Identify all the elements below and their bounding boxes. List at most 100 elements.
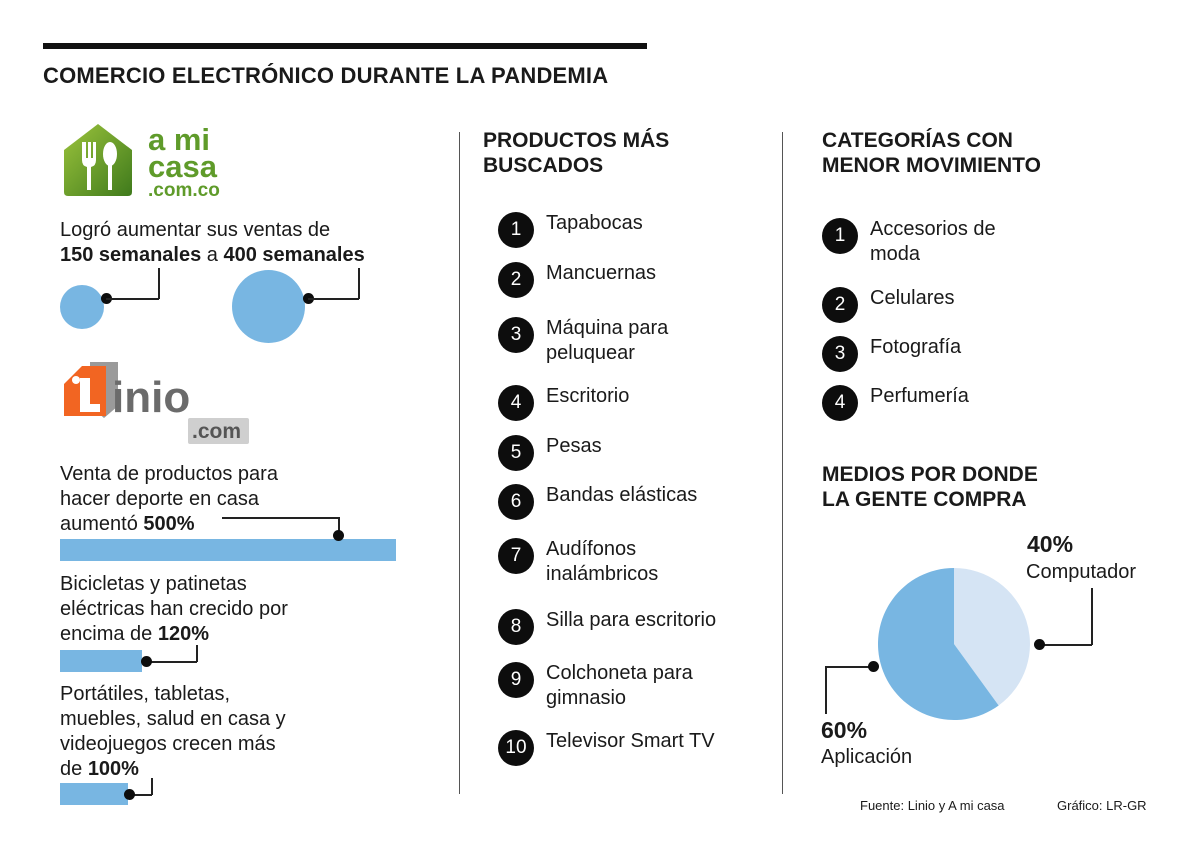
producto-item-label: Tapabocas	[546, 212, 643, 234]
amicasa-stat-line2: 150 semanales a 400 semanales	[60, 243, 365, 268]
svg-text:.com: .com	[192, 420, 241, 443]
linio-stat2-line3: encima de 120%	[60, 623, 209, 645]
producto-item-label: Colchoneta para gimnasio	[546, 662, 693, 709]
producto-item-label: Mancuernas	[546, 262, 657, 284]
linio-stat3-line4: de 100%	[60, 758, 139, 780]
linio-stat1-text: Venta de productos para hacer deporte en…	[60, 462, 278, 537]
linio-logo: inio .com	[60, 360, 255, 450]
producto-item-label: Silla para escritorio	[546, 609, 717, 631]
pie-slice-aplicación	[878, 568, 999, 720]
column-divider-1	[459, 132, 460, 794]
linio-stat3-text: Portátiles, tabletas, muebles, salud en …	[60, 682, 286, 782]
aplicacion-leader-h	[825, 666, 872, 668]
linio-stat3-leader-h	[129, 794, 152, 796]
pie-slice-computador	[954, 568, 1030, 706]
categoria-item-number: 2	[822, 287, 858, 323]
categoria-item-label: Fotografía	[870, 336, 962, 358]
producto-item-label: Escritorio	[546, 385, 630, 407]
linio-stat2-bar	[60, 650, 142, 672]
producto-item: 4 Escritorio	[498, 385, 629, 421]
productos-title: PRODUCTOS MÁS BUSCADOS	[483, 129, 670, 177]
linio-stat3-dot	[124, 789, 135, 800]
categoria-item-number: 1	[822, 218, 858, 254]
pie-chart	[878, 568, 1030, 720]
linio-stat3-line2: muebles, salud en casa y	[60, 708, 286, 730]
svg-text:.com.co: .com.co	[148, 180, 220, 198]
computador-leader-v	[1091, 588, 1093, 645]
producto-item: 8 Silla para escritorio	[498, 609, 716, 645]
producto-item-label: Pesas	[546, 435, 602, 457]
categoria-item-label: Accesorios de moda	[870, 218, 996, 265]
pie-label-aplicacion: Aplicación	[821, 746, 913, 768]
producto-item: 7 Audífonos inalámbricos	[498, 538, 658, 587]
bubble-400-leader-v	[358, 268, 360, 299]
pie-label-computador-value: 40%	[1027, 531, 1074, 557]
categoria-item-label: Perfumería	[870, 385, 969, 407]
amicasa-stat-text: Logró aumentar sus ventas de 150 semanal…	[60, 218, 365, 268]
producto-item-number: 9	[498, 662, 534, 698]
linio-logo-icon: inio .com	[64, 362, 249, 444]
computador-dot	[1034, 639, 1045, 650]
amicasa-to-value: 400 semanales	[223, 244, 365, 266]
linio-stat3-leader-v	[151, 778, 153, 795]
linio-stat1-leader-h	[222, 517, 339, 519]
amicasa-stat-line1: Logró aumentar sus ventas de	[60, 219, 331, 241]
producto-item-label: Máquina para peluquear	[546, 317, 669, 364]
bubble-150-leader-v	[158, 268, 160, 299]
producto-item-label: Audífonos inalámbricos	[546, 538, 659, 585]
page-title: COMERCIO ELECTRÓNICO DURANTE LA PANDEMIA	[43, 63, 609, 88]
linio-stat2-leader-h	[146, 661, 197, 663]
categoria-item-number: 4	[822, 385, 858, 421]
linio-stat3-value: 100%	[87, 758, 139, 780]
linio-stat2-line2: eléctricas han crecido por	[60, 598, 288, 620]
pie-label-computador: Computador	[1026, 561, 1137, 583]
amicasa-from-value: 150 semanales	[60, 244, 202, 266]
linio-stat3-line1: Portátiles, tabletas,	[60, 683, 231, 705]
bubble-400-leader-h	[308, 298, 359, 300]
linio-stat3-bar	[60, 783, 128, 805]
aplicacion-dot	[868, 661, 879, 672]
producto-item: 3 Máquina para peluquear	[498, 317, 668, 366]
medios-title: MEDIOS POR DONDE LA GENTE COMPRA	[822, 463, 1038, 511]
producto-item-label: Televisor Smart TV	[546, 730, 715, 752]
producto-item-number: 6	[498, 484, 534, 520]
svg-text:inio: inio	[112, 373, 190, 422]
producto-item: 10 Televisor Smart TV	[498, 730, 715, 766]
bubble-400	[232, 270, 305, 343]
linio-stat3-line3: videojuegos crecen más	[60, 733, 276, 755]
pie-label-aplicacion-value: 60%	[821, 717, 868, 743]
linio-stat1-line3: aumentó 500%	[60, 513, 195, 535]
linio-stat1-line1: Venta de productos para	[60, 463, 278, 485]
linio-stat2-dot	[141, 656, 152, 667]
producto-item-label: Bandas elásticas	[546, 484, 698, 506]
svg-text:a mi: a mi	[148, 122, 210, 157]
linio-stat2-leader-v	[196, 645, 198, 662]
linio-stat1-leader-v	[338, 517, 340, 534]
amicasa-logo: a mi casa .com.co	[60, 120, 255, 201]
producto-item: 1 Tapabocas	[498, 212, 643, 248]
linio-stat1-bar	[60, 539, 396, 561]
categoria-item: 1 Accesorios de moda	[822, 218, 996, 267]
linio-stat2-line1: Bicicletas y patinetas	[60, 573, 247, 595]
aplicacion-leader-v	[825, 666, 827, 714]
categoria-item-number: 3	[822, 336, 858, 372]
producto-item: 6 Bandas elásticas	[498, 484, 697, 520]
amicasa-connector: a	[206, 244, 218, 266]
producto-item-number: 5	[498, 435, 534, 471]
footer-source: Fuente: Linio y A mi casa	[860, 798, 1005, 813]
categoria-item-label: Celulares	[870, 287, 955, 309]
footer-credit: Gráfico: LR-GR	[1057, 798, 1147, 813]
categoria-item: 4 Perfumería	[822, 385, 969, 421]
bubble-150	[60, 285, 104, 329]
producto-item-number: 1	[498, 212, 534, 248]
categorias-title: CATEGORÍAS CON MENOR MOVIMIENTO	[822, 129, 1041, 177]
producto-item-number: 8	[498, 609, 534, 645]
producto-item-number: 4	[498, 385, 534, 421]
producto-item: 2 Mancuernas	[498, 262, 656, 298]
computador-leader-h	[1040, 644, 1092, 646]
producto-item-number: 3	[498, 317, 534, 353]
producto-item-number: 10	[498, 730, 534, 766]
producto-item: 9 Colchoneta para gimnasio	[498, 662, 693, 711]
linio-stat2-value: 120%	[157, 623, 209, 645]
column-divider-2	[782, 132, 783, 794]
